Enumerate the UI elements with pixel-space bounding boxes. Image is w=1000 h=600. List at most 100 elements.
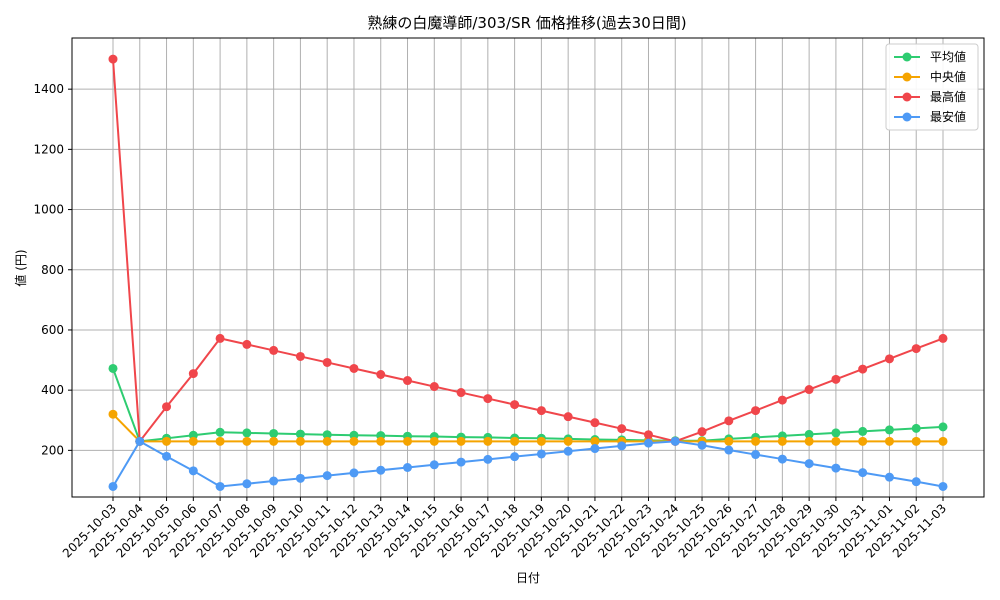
- data-point: [483, 436, 493, 446]
- data-point: [617, 424, 627, 434]
- data-point: [456, 388, 466, 398]
- data-point: [911, 477, 921, 487]
- data-point: [429, 460, 439, 470]
- data-point: [188, 369, 198, 379]
- data-point: [162, 436, 172, 446]
- series-line: [112, 439, 944, 488]
- data-point: [536, 436, 546, 446]
- data-point: [483, 394, 493, 404]
- data-point: [590, 418, 600, 428]
- y-tick-label: 800: [41, 263, 64, 277]
- data-point: [269, 345, 279, 355]
- data-point: [804, 429, 814, 439]
- data-point: [697, 427, 707, 437]
- data-point: [724, 445, 734, 455]
- data-point: [269, 428, 279, 438]
- data-point: [884, 472, 894, 482]
- data-point: [938, 481, 948, 491]
- legend-marker: [902, 52, 912, 62]
- legend-marker: [902, 92, 912, 102]
- data-point: [429, 382, 439, 392]
- data-point: [563, 446, 573, 456]
- data-point: [751, 450, 761, 460]
- series-layer: [108, 54, 948, 491]
- data-point: [349, 363, 359, 373]
- data-point: [376, 369, 386, 379]
- y-tick-label: 1400: [33, 82, 64, 96]
- data-point: [590, 436, 600, 446]
- data-point: [403, 436, 413, 446]
- data-point: [108, 409, 118, 419]
- data-point: [643, 430, 653, 440]
- data-point: [322, 471, 332, 481]
- data-point: [670, 436, 680, 446]
- data-point: [643, 438, 653, 448]
- data-point: [135, 436, 145, 446]
- data-point: [911, 436, 921, 446]
- data-point: [777, 395, 787, 405]
- data-point: [483, 454, 493, 464]
- data-point: [563, 412, 573, 422]
- y-axis-label: 値 (円): [13, 249, 28, 286]
- data-point: [831, 428, 841, 438]
- grid: [72, 38, 984, 497]
- data-point: [376, 436, 386, 446]
- data-point: [295, 436, 305, 446]
- data-point: [884, 354, 894, 364]
- data-point: [884, 436, 894, 446]
- data-point: [697, 440, 707, 450]
- x-axis-label: 日付: [516, 571, 540, 585]
- data-point: [162, 402, 172, 412]
- data-point: [403, 463, 413, 473]
- y-tick-label: 1000: [33, 203, 64, 217]
- data-point: [938, 422, 948, 432]
- data-point: [429, 436, 439, 446]
- data-point: [215, 481, 225, 491]
- data-point: [269, 476, 279, 486]
- y-tick-label: 200: [41, 443, 64, 457]
- data-point: [858, 364, 868, 374]
- data-point: [751, 436, 761, 446]
- data-point: [858, 436, 868, 446]
- data-point: [858, 468, 868, 478]
- series-平均値: [108, 363, 948, 446]
- data-point: [804, 459, 814, 469]
- data-point: [510, 400, 520, 410]
- data-point: [804, 436, 814, 446]
- data-point: [295, 351, 305, 361]
- data-point: [911, 344, 921, 354]
- data-point: [108, 363, 118, 373]
- data-point: [858, 426, 868, 436]
- legend-label: 最高値: [930, 89, 966, 104]
- data-point: [777, 436, 787, 446]
- series-最高値: [108, 54, 948, 446]
- data-point: [724, 436, 734, 446]
- data-point: [617, 441, 627, 451]
- data-point: [162, 451, 172, 461]
- data-point: [563, 436, 573, 446]
- data-point: [804, 385, 814, 395]
- data-point: [751, 406, 761, 416]
- chart-title: 熟練の白魔導師/303/SR 価格推移(過去30日間): [367, 14, 686, 32]
- data-point: [215, 333, 225, 343]
- data-point: [456, 457, 466, 467]
- data-point: [724, 416, 734, 426]
- data-point: [456, 436, 466, 446]
- data-point: [295, 429, 305, 439]
- x-axis-ticks: 2025-10-032025-10-042025-10-052025-10-06…: [60, 497, 949, 560]
- data-point: [777, 454, 787, 464]
- data-point: [322, 430, 332, 440]
- data-point: [938, 436, 948, 446]
- series-line: [112, 58, 944, 445]
- data-point: [884, 425, 894, 435]
- data-point: [242, 339, 252, 349]
- data-point: [938, 333, 948, 343]
- series-最安値: [108, 436, 948, 491]
- data-point: [510, 436, 520, 446]
- data-point: [831, 374, 841, 384]
- y-axis-ticks: 200 400 600 800 1000 1200 1400: [33, 82, 72, 457]
- data-point: [269, 436, 279, 446]
- data-point: [188, 466, 198, 476]
